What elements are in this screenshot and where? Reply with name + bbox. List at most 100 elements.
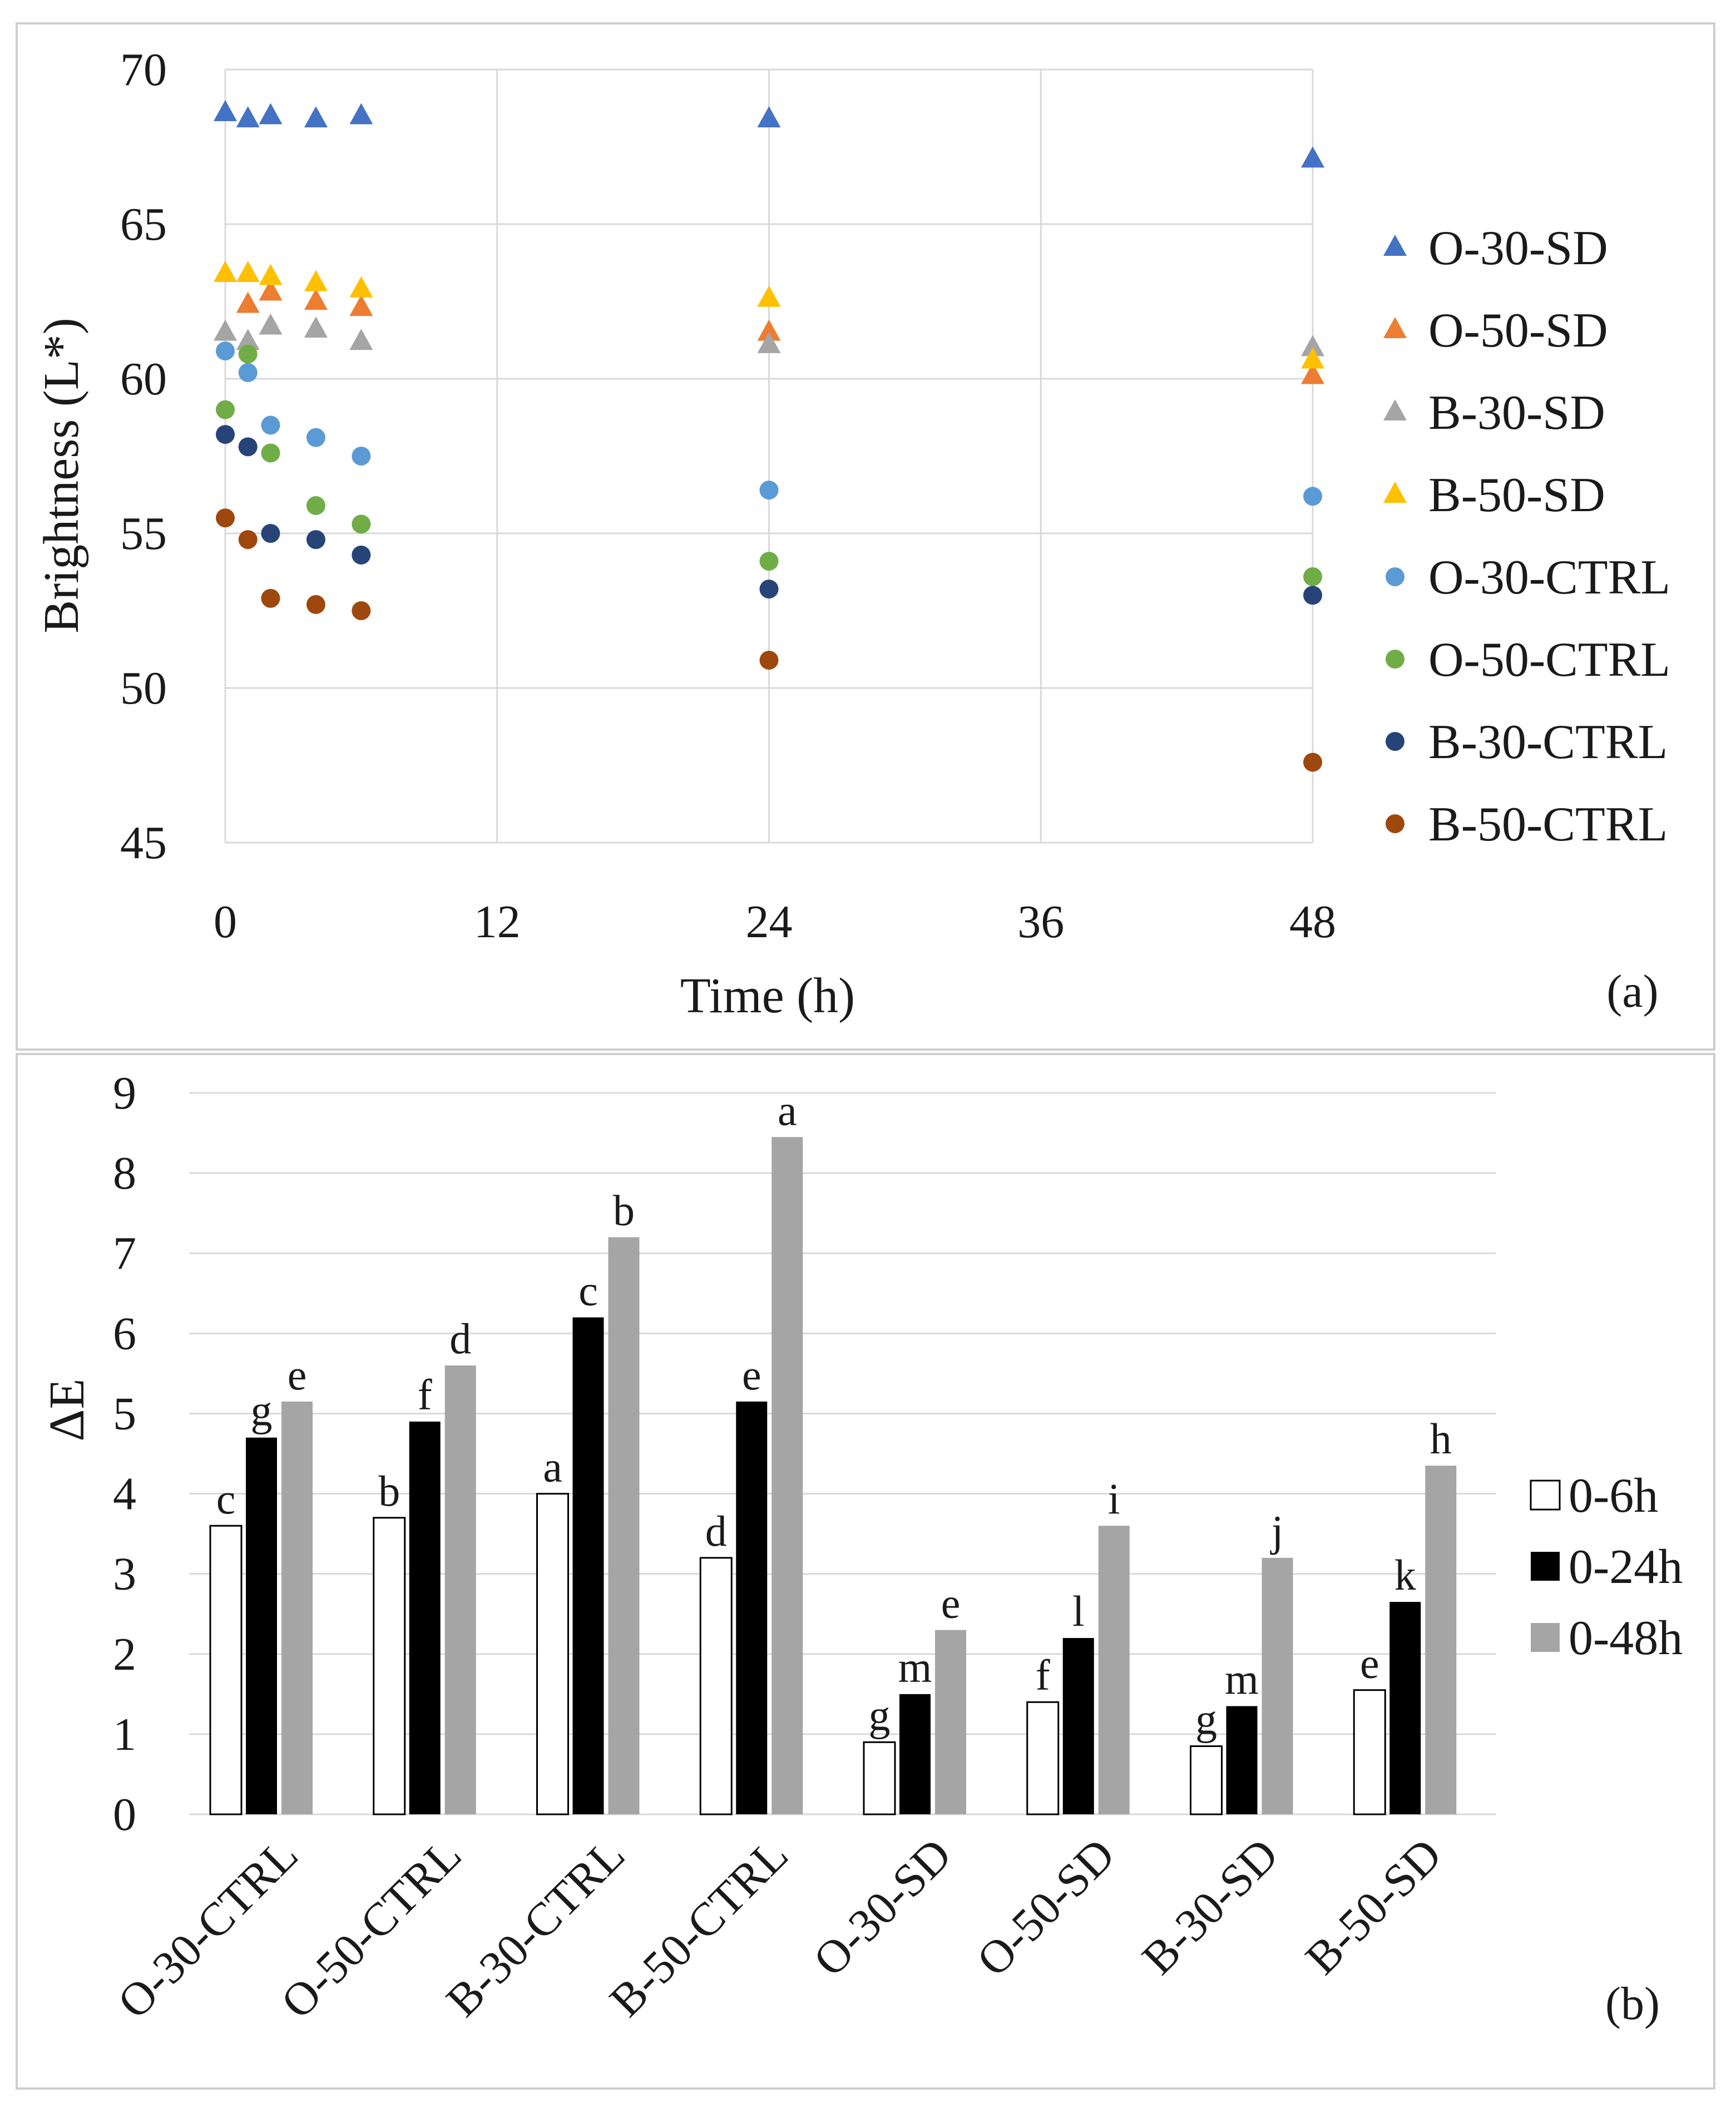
data-point-B-50-SD bbox=[757, 285, 781, 307]
x-tick-label: O-50-CTRL bbox=[271, 1829, 471, 2028]
legend-marker-O-50-CTRL bbox=[1386, 650, 1404, 669]
y-tick-label: 6 bbox=[113, 1308, 136, 1359]
bar-0-24h-B-30-CTRL bbox=[572, 1317, 604, 1814]
significance-letter: f bbox=[418, 1370, 432, 1419]
legend-label: B-50-SD bbox=[1428, 468, 1605, 522]
data-point-O-50-SD bbox=[757, 319, 781, 341]
data-point-B-30-SD bbox=[214, 319, 237, 341]
bar-0-48h-B-30-SD bbox=[1262, 1557, 1293, 1814]
y-tick-label: 60 bbox=[120, 353, 167, 405]
data-point-O-30-SD bbox=[304, 106, 328, 127]
significance-letter: k bbox=[1394, 1551, 1416, 1599]
data-point-O-50-CTRL bbox=[238, 344, 258, 364]
data-point-B-30-SD bbox=[757, 331, 781, 353]
legend-label: B-30-SD bbox=[1428, 386, 1605, 440]
legend-marker-O-30-SD bbox=[1383, 235, 1407, 256]
data-point-O-50-CTRL bbox=[352, 514, 371, 534]
data-point-B-50-CTRL bbox=[261, 588, 280, 608]
data-point-O-50-CTRL bbox=[759, 552, 779, 571]
data-point-O-50-CTRL bbox=[216, 400, 235, 419]
significance-letter: d bbox=[705, 1507, 727, 1555]
significance-letter: c bbox=[578, 1266, 598, 1315]
significance-letter: d bbox=[449, 1314, 471, 1363]
panel-label-b: (b) bbox=[1605, 1978, 1660, 2030]
y-tick-label: 7 bbox=[113, 1228, 136, 1279]
bar-0-24h-B-30-SD bbox=[1226, 1706, 1258, 1814]
y-axis-label: Brightness (L*) bbox=[34, 318, 89, 633]
significance-letter: e bbox=[941, 1579, 961, 1627]
x-tick-label: B-50-SD bbox=[1295, 1829, 1451, 1985]
data-point-B-30-CTRL bbox=[306, 530, 325, 550]
y-tick-label: 45 bbox=[120, 817, 167, 869]
data-point-O-50-CTRL bbox=[306, 496, 325, 515]
data-point-B-50-CTRL bbox=[238, 530, 258, 550]
data-point-B-30-SD bbox=[259, 313, 283, 335]
x-tick-label: B-30-CTRL bbox=[437, 1829, 635, 2027]
legend-swatch-0-6h bbox=[1530, 1479, 1561, 1511]
significance-letter: i bbox=[1108, 1474, 1120, 1523]
significance-letter: m bbox=[898, 1643, 932, 1691]
panel-a-frame bbox=[16, 22, 1715, 1051]
legend-label: B-30-CTRL bbox=[1428, 715, 1668, 769]
scatter-chart: 45 50 55 60 65 70 0 12 24 36 48 Brightness (L*) T… bbox=[34, 44, 1670, 1023]
bar-0-24h-O-50-CTRL bbox=[409, 1421, 441, 1814]
x-tick-label: 36 bbox=[1017, 896, 1064, 948]
data-point-B-50-SD bbox=[236, 260, 260, 282]
legend-marker-O-50-SD bbox=[1383, 317, 1407, 338]
legend-swatch-0-24h bbox=[1531, 1552, 1560, 1581]
legend-label: O-50-CTRL bbox=[1428, 633, 1670, 687]
significance-letter: f bbox=[1036, 1651, 1050, 1699]
y-tick-label: 3 bbox=[113, 1548, 136, 1600]
data-point-O-30-CTRL bbox=[352, 447, 371, 466]
legend-label: B-50-CTRL bbox=[1428, 798, 1668, 852]
x-tick-label: 0 bbox=[214, 896, 237, 948]
y-tick-label: 50 bbox=[120, 662, 167, 714]
y-axis-label-b: ΔE bbox=[39, 1379, 95, 1442]
significance-letter: e bbox=[742, 1350, 761, 1399]
legend-marker-B-30-CTRL bbox=[1386, 732, 1404, 751]
significance-letter: b bbox=[378, 1467, 400, 1515]
bar-0-48h-B-50-SD bbox=[1425, 1466, 1457, 1814]
significance-letter: g bbox=[1195, 1695, 1217, 1744]
bar-0-48h-B-50-CTRL bbox=[771, 1137, 803, 1814]
significance-letter: a bbox=[543, 1443, 562, 1491]
bar-0-24h-B-50-CTRL bbox=[736, 1401, 768, 1814]
data-point-B-30-CTRL bbox=[261, 524, 280, 543]
data-point-O-30-CTRL bbox=[759, 481, 779, 500]
data-point-B-50-SD bbox=[304, 270, 328, 291]
data-point-B-50-CTRL bbox=[1303, 753, 1322, 772]
data-point-O-50-CTRL bbox=[261, 443, 280, 463]
data-point-O-30-SD bbox=[349, 103, 373, 125]
data-point-B-30-CTRL bbox=[759, 580, 779, 599]
y-tick-label: 2 bbox=[113, 1629, 136, 1680]
y-tick-label: 4 bbox=[113, 1468, 136, 1520]
significance-letter: e bbox=[288, 1350, 307, 1399]
bar-0-6h-B-50-CTRL bbox=[699, 1557, 733, 1815]
significance-letter: e bbox=[1360, 1639, 1379, 1688]
data-point-O-30-SD bbox=[214, 100, 237, 121]
bar-0-6h-B-30-SD bbox=[1190, 1745, 1223, 1815]
data-point-O-50-SD bbox=[1301, 363, 1324, 384]
data-point-B-50-SD bbox=[214, 260, 237, 282]
y-tick-label: 5 bbox=[113, 1388, 136, 1439]
data-point-O-30-SD bbox=[757, 106, 781, 127]
x-tick-label: 12 bbox=[474, 896, 521, 948]
bar-0-24h-O-50-SD bbox=[1062, 1637, 1094, 1814]
data-point-B-50-CTRL bbox=[352, 601, 371, 620]
data-point-O-30-CTRL bbox=[1303, 487, 1322, 506]
legend-marker-B-50-SD bbox=[1383, 482, 1407, 503]
panel-b-frame bbox=[16, 1053, 1715, 2090]
legend-marker-B-30-SD bbox=[1383, 399, 1407, 420]
legend-label: 0-6h bbox=[1569, 1469, 1658, 1523]
data-point-O-30-SD bbox=[259, 103, 283, 125]
bar-0-24h-O-30-SD bbox=[899, 1694, 931, 1814]
significance-letter: a bbox=[778, 1086, 797, 1134]
y-tick-label: 70 bbox=[120, 44, 167, 96]
data-point-O-50-SD bbox=[349, 295, 373, 316]
x-tick-label: 48 bbox=[1289, 896, 1336, 948]
data-point-B-30-SD bbox=[304, 316, 328, 338]
x-axis-label: Time (h) bbox=[680, 968, 855, 1023]
panel-label-a: (a) bbox=[1606, 966, 1658, 1017]
